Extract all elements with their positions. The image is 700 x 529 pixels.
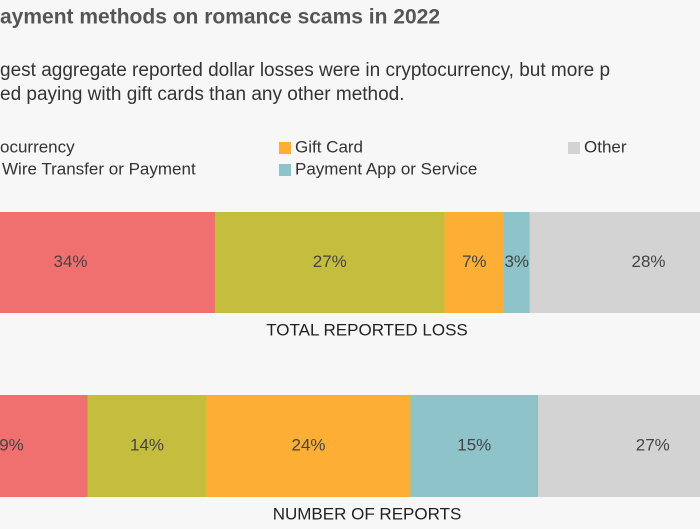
legend-label: ocurrency <box>0 137 75 156</box>
legend-label: Wire Transfer or Payment <box>2 159 196 178</box>
bar-segment <box>0 212 215 313</box>
subtitle: ed paying with gift cards than any other… <box>0 84 405 105</box>
value-label: 14% <box>130 435 164 454</box>
value-label: 15% <box>457 435 491 454</box>
value-label: 3% <box>504 252 529 271</box>
value-label: 34% <box>53 252 87 271</box>
value-label: 27% <box>636 435 670 454</box>
category-label: NUMBER OF REPORTS <box>273 504 462 523</box>
value-label: 7% <box>462 252 487 271</box>
legend-swatch <box>279 142 291 154</box>
bar-segment <box>529 212 700 313</box>
bar-segment <box>206 395 411 497</box>
legend-label: Other <box>584 137 627 156</box>
bar-segment <box>87 395 207 497</box>
chart-title: ayment methods on romance scams in 2022 <box>0 6 440 29</box>
legend-label: Gift Card <box>295 137 363 156</box>
value-label: 24% <box>291 435 325 454</box>
legend-swatch <box>279 164 291 176</box>
bar-segment <box>504 212 530 313</box>
value-label: 27% <box>313 252 347 271</box>
bar-segment <box>538 395 700 497</box>
bar-segment <box>215 212 445 313</box>
bar-segment <box>0 395 88 497</box>
legend-label: Payment App or Service <box>295 159 477 178</box>
bar-segment <box>444 212 504 313</box>
legend-swatch <box>568 142 580 154</box>
category-label: TOTAL REPORTED LOSS <box>266 320 468 339</box>
value-label: 28% <box>631 252 665 271</box>
bar-segment <box>410 395 538 497</box>
value-label: 19% <box>0 435 24 454</box>
subtitle: gest aggregate reported dollar losses we… <box>0 60 610 81</box>
